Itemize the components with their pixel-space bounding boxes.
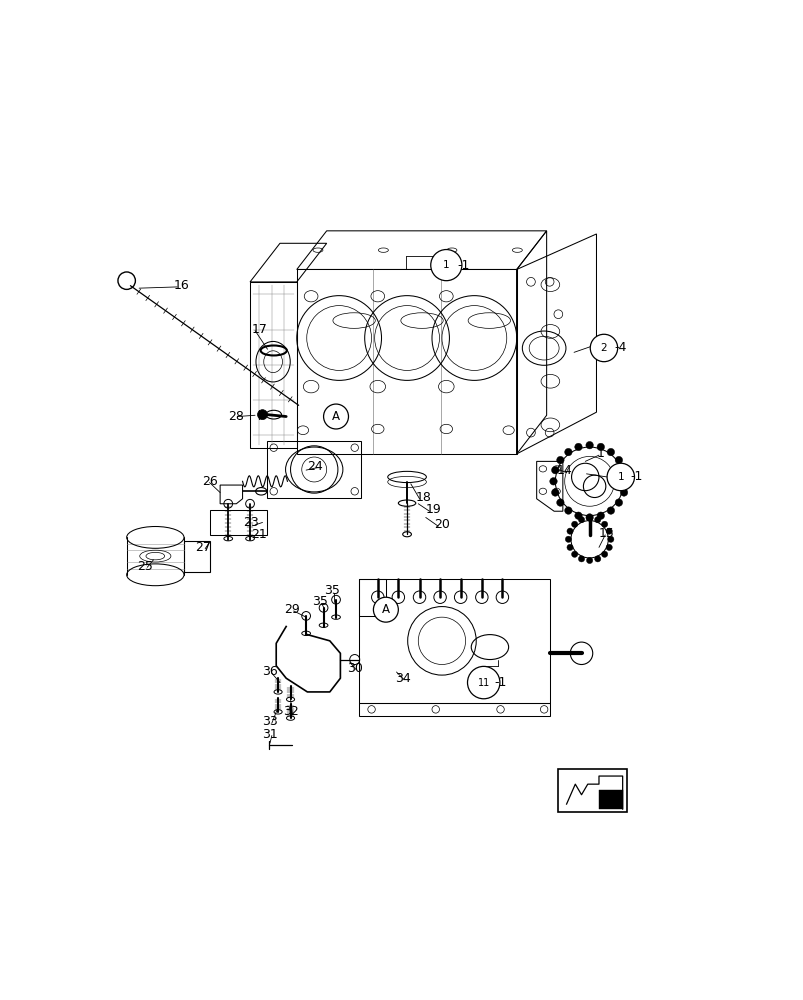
Circle shape <box>565 536 571 542</box>
Text: 1: 1 <box>442 260 449 270</box>
Text: 36: 36 <box>262 665 278 678</box>
Circle shape <box>257 410 267 420</box>
Circle shape <box>571 551 577 557</box>
Text: A: A <box>332 410 340 423</box>
Text: 33: 33 <box>262 715 278 728</box>
Circle shape <box>594 556 600 562</box>
Circle shape <box>594 517 600 523</box>
Circle shape <box>373 597 397 622</box>
Text: 30: 30 <box>346 662 362 675</box>
Text: -4: -4 <box>613 341 626 354</box>
Text: 16: 16 <box>173 279 190 292</box>
Circle shape <box>556 456 564 464</box>
Circle shape <box>556 499 564 506</box>
Text: 20: 20 <box>434 518 450 531</box>
Circle shape <box>586 515 592 521</box>
Circle shape <box>564 448 572 456</box>
Circle shape <box>566 528 573 534</box>
Circle shape <box>606 507 613 514</box>
Circle shape <box>606 463 634 491</box>
Circle shape <box>605 544 612 550</box>
Text: 11: 11 <box>477 678 489 688</box>
Circle shape <box>601 551 607 557</box>
Text: 17: 17 <box>251 323 267 336</box>
Circle shape <box>574 512 581 519</box>
Text: -1: -1 <box>630 470 642 483</box>
Circle shape <box>619 489 627 496</box>
Circle shape <box>551 466 558 474</box>
Text: 35: 35 <box>312 595 328 608</box>
Text: A: A <box>381 603 389 616</box>
Circle shape <box>614 456 622 464</box>
Text: 26: 26 <box>202 475 217 488</box>
Text: 25: 25 <box>137 560 153 573</box>
Circle shape <box>549 478 556 485</box>
Polygon shape <box>598 790 622 809</box>
Text: 29: 29 <box>284 603 300 616</box>
Text: 21: 21 <box>251 528 267 541</box>
Circle shape <box>585 441 593 449</box>
Text: 27: 27 <box>195 541 211 554</box>
Text: 15: 15 <box>597 527 613 540</box>
Circle shape <box>571 521 577 527</box>
Circle shape <box>551 489 558 496</box>
Circle shape <box>566 544 573 550</box>
Circle shape <box>597 443 604 451</box>
Circle shape <box>619 466 627 474</box>
Text: 23: 23 <box>243 516 259 529</box>
Circle shape <box>614 499 622 506</box>
Text: 18: 18 <box>415 491 430 504</box>
Circle shape <box>577 556 584 562</box>
Text: 35: 35 <box>324 584 340 597</box>
Circle shape <box>564 507 572 514</box>
Text: 34: 34 <box>394 672 410 685</box>
Text: 31: 31 <box>262 728 278 741</box>
Circle shape <box>585 514 593 521</box>
Circle shape <box>606 448 613 456</box>
Text: 14: 14 <box>556 464 572 477</box>
Circle shape <box>467 666 499 699</box>
Circle shape <box>574 443 581 451</box>
Circle shape <box>622 478 629 485</box>
Bar <box>558 769 626 812</box>
Circle shape <box>601 521 607 527</box>
Circle shape <box>589 334 617 362</box>
Text: 32: 32 <box>283 705 298 718</box>
Text: 19: 19 <box>426 503 441 516</box>
Text: 28: 28 <box>228 410 244 423</box>
Text: 24: 24 <box>308 460 323 473</box>
Text: -1: -1 <box>494 676 506 689</box>
Circle shape <box>577 517 584 523</box>
Text: 1: 1 <box>596 447 603 460</box>
Text: 2: 2 <box>600 343 606 353</box>
Text: -1: -1 <box>456 259 469 272</box>
Text: 1: 1 <box>617 472 623 482</box>
Circle shape <box>323 404 348 429</box>
Circle shape <box>607 536 613 542</box>
Circle shape <box>430 250 461 281</box>
Circle shape <box>605 528 612 534</box>
Circle shape <box>586 557 592 564</box>
Circle shape <box>597 512 604 519</box>
